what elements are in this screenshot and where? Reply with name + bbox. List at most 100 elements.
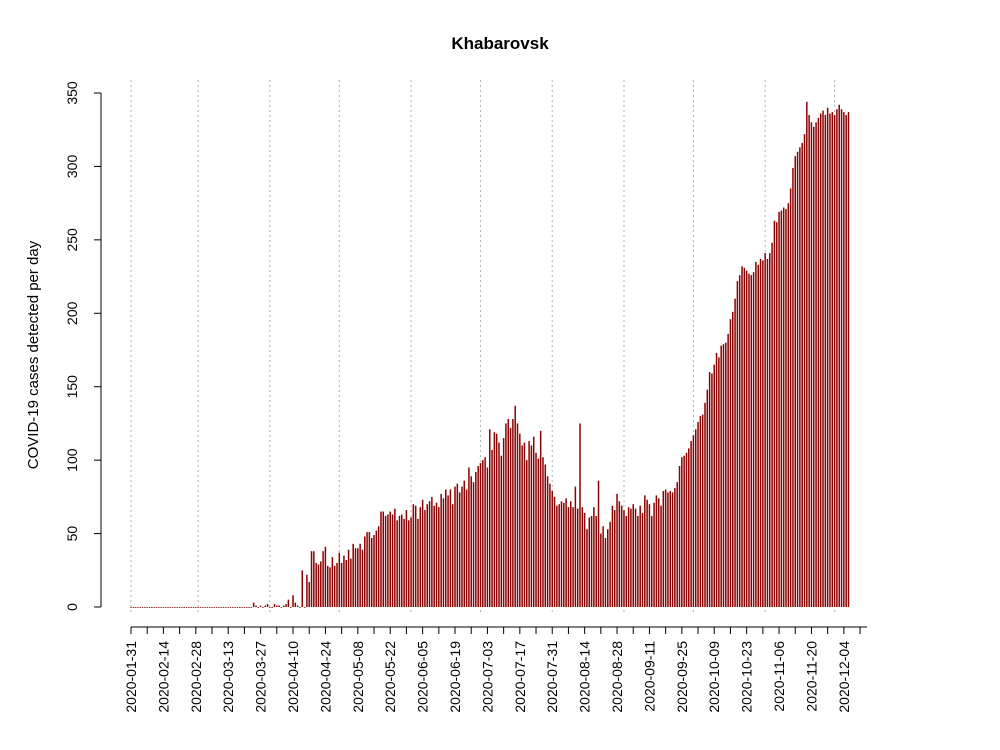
bar	[345, 560, 347, 607]
bar	[463, 480, 466, 607]
bar	[130, 607, 132, 608]
bar	[824, 115, 827, 607]
bar	[535, 452, 537, 607]
bar	[799, 147, 801, 607]
y-axis-ticks: 0 50 100 150 200 250 300 350	[64, 81, 101, 611]
bar	[299, 607, 301, 608]
x-tick-label: 2020-12-04	[836, 641, 852, 713]
bar	[521, 445, 523, 607]
bar	[657, 498, 660, 607]
bar	[651, 515, 653, 607]
bar	[644, 495, 646, 607]
bar	[340, 562, 343, 607]
bar	[845, 115, 847, 607]
bar	[287, 599, 290, 607]
bar	[301, 570, 304, 607]
bar	[519, 433, 521, 607]
bar	[549, 483, 551, 607]
bar	[320, 561, 322, 607]
bar	[338, 552, 341, 607]
bar	[252, 602, 255, 607]
bar	[317, 564, 320, 607]
bar	[178, 607, 181, 608]
bar	[368, 532, 371, 607]
bar	[461, 486, 463, 607]
bar	[447, 495, 449, 607]
bar	[667, 492, 669, 607]
bar	[493, 432, 496, 607]
bar	[620, 505, 623, 607]
bar	[164, 607, 167, 608]
bar	[560, 501, 563, 607]
bar	[331, 557, 334, 607]
bar	[840, 109, 843, 608]
bar	[158, 607, 160, 608]
bar	[426, 504, 428, 607]
bar	[227, 607, 229, 608]
bar	[278, 605, 280, 607]
bar	[676, 482, 678, 607]
x-tick-label: 2020-09-25	[674, 641, 690, 713]
bar	[329, 567, 331, 607]
x-tick-label: 2020-10-09	[706, 641, 722, 713]
bar	[787, 203, 790, 607]
bar	[514, 405, 516, 607]
bar	[764, 253, 766, 607]
bar	[208, 607, 211, 608]
bar	[831, 112, 834, 607]
bar	[694, 429, 697, 607]
bar	[736, 280, 739, 607]
bar	[185, 607, 188, 608]
bar	[169, 607, 172, 608]
bar	[803, 134, 806, 607]
bar	[692, 435, 695, 607]
bar	[225, 607, 227, 608]
bar	[734, 298, 736, 607]
x-tick-label: 2020-07-17	[512, 641, 528, 713]
x-tick-label: 2020-11-20	[803, 641, 819, 712]
bar	[639, 505, 641, 607]
bar	[595, 515, 597, 607]
bar	[813, 126, 815, 607]
bar	[306, 574, 308, 607]
bar	[607, 529, 609, 607]
bar	[567, 507, 570, 607]
bar	[725, 342, 727, 607]
y-axis-label: COVID-19 cases detected per day	[25, 240, 42, 469]
bar	[632, 504, 634, 607]
bar	[664, 489, 667, 607]
bar	[195, 607, 197, 608]
bar	[181, 607, 183, 608]
bar	[419, 507, 422, 607]
bar	[699, 416, 702, 607]
y-tick-label: 250	[64, 228, 80, 252]
bar	[139, 607, 142, 608]
bar	[449, 489, 452, 607]
bar	[171, 607, 174, 608]
bar	[616, 493, 618, 607]
bar	[697, 421, 699, 607]
bar	[322, 551, 324, 607]
bar	[706, 389, 709, 607]
bar	[829, 113, 831, 607]
bar	[357, 548, 359, 607]
bar	[454, 486, 456, 607]
bar	[389, 511, 391, 607]
bar	[495, 433, 498, 607]
bar	[708, 372, 711, 607]
bar	[641, 513, 644, 607]
bar	[546, 476, 549, 607]
bar	[500, 455, 503, 607]
chart-title: Khabarovsk	[451, 34, 549, 53]
bar	[648, 504, 651, 607]
bar	[407, 520, 410, 607]
bar	[780, 210, 783, 608]
bar	[373, 535, 375, 607]
bar	[465, 489, 468, 607]
bar	[188, 607, 190, 608]
y-tick-label: 150	[64, 375, 80, 399]
bar	[551, 490, 553, 607]
bar	[222, 607, 225, 608]
bar	[565, 498, 567, 607]
x-tick-label: 2020-05-08	[350, 641, 366, 713]
